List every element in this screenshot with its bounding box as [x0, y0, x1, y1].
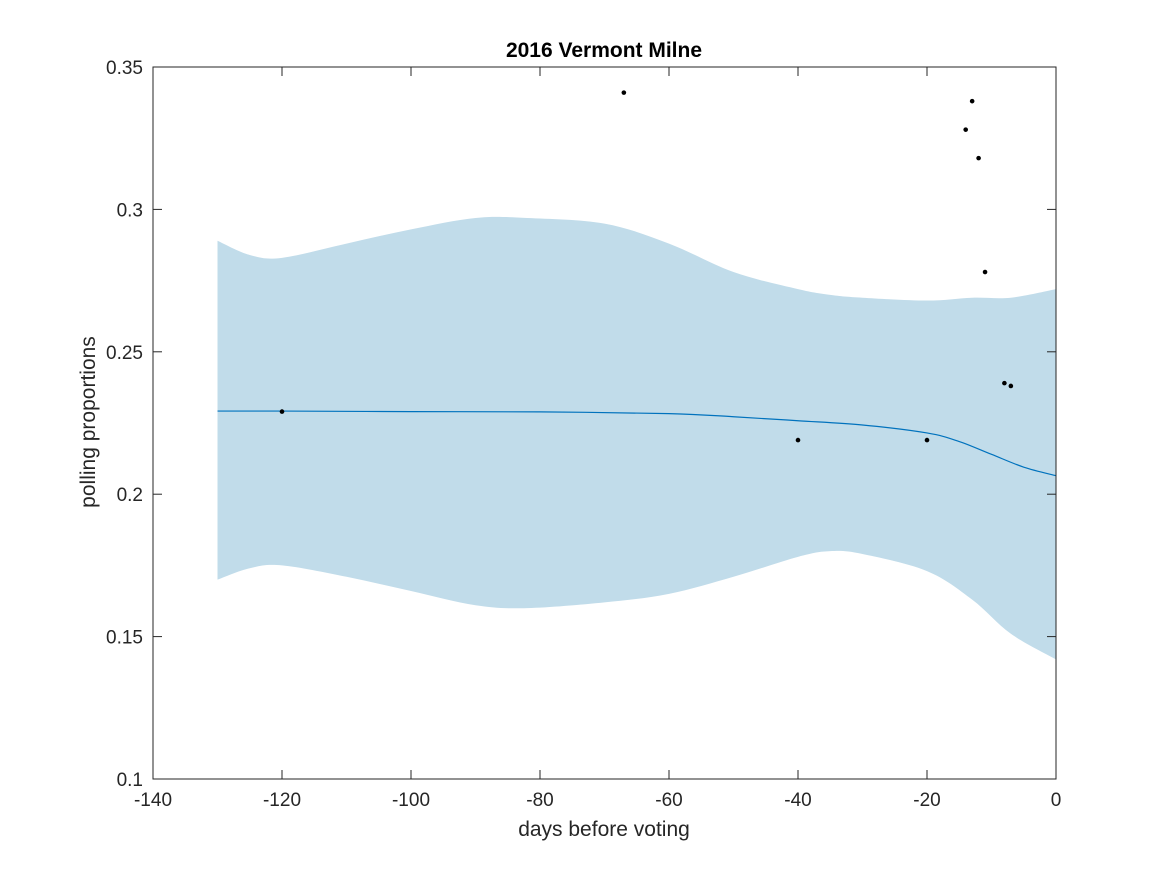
- confidence-band: [217, 216, 1056, 660]
- poll-point: [795, 437, 801, 443]
- x-tick-label: -100: [392, 790, 430, 811]
- poll-point: [976, 155, 981, 161]
- y-tick-label: 0.15: [106, 628, 143, 649]
- x-axis-label: days before voting: [518, 818, 690, 841]
- x-tick-label: 0: [1051, 790, 1062, 811]
- x-tick-label: -40: [784, 790, 811, 811]
- y-tick-label: 0.2: [117, 485, 143, 506]
- poll-point: [621, 90, 627, 95]
- poll-point: [924, 437, 930, 443]
- y-axis-label: polling proportions: [77, 336, 100, 508]
- chart-title: 2016 Vermont Milne: [506, 39, 702, 62]
- axes: -140 -120 -100 -80 -60 -40 -20 0 0.1 0.15 0.2 0.25 0…: [106, 58, 1061, 811]
- poll-point: [279, 409, 285, 414]
- y-tick-label: 0.35: [106, 58, 143, 79]
- poll-point: [982, 269, 988, 275]
- x-tick-label: -20: [913, 790, 940, 811]
- y-tick-label: 0.25: [106, 343, 143, 364]
- fit-line: [217, 410, 1057, 477]
- poll-point: [969, 98, 975, 104]
- y-tick-label: 0.3: [117, 200, 143, 221]
- x-tick-label: -120: [263, 790, 301, 811]
- poll-point: [1002, 380, 1007, 386]
- x-tick-label: -80: [526, 790, 553, 811]
- x-tick-label: -140: [134, 790, 172, 811]
- poll-point: [963, 127, 968, 132]
- y-tick-label: 0.1: [117, 770, 143, 791]
- axes-box: [152, 66, 1057, 780]
- x-tick-label: -60: [655, 790, 682, 811]
- plot-area: [217, 90, 1057, 660]
- poll-point: [1008, 383, 1014, 389]
